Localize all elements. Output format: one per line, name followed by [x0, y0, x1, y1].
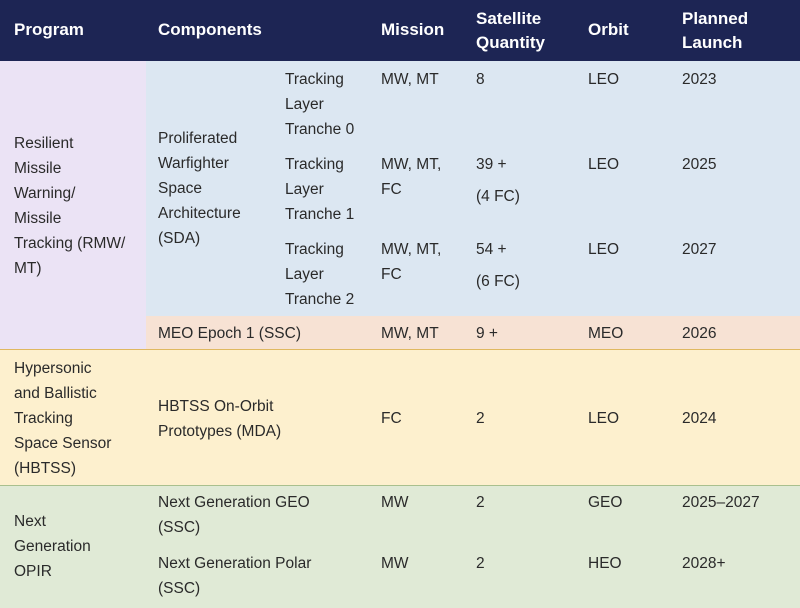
program-name: OPIR [14, 563, 52, 580]
subcomponent-name: Tracking [285, 241, 344, 258]
quantity-cell: 2 [476, 494, 485, 511]
program-name: Tracking [14, 410, 73, 427]
component-name: Prototypes (MDA) [158, 423, 282, 440]
orbit-cell: LEO [588, 156, 620, 173]
subcomponent-name: Layer [285, 266, 324, 283]
mission-cell: FC [381, 181, 402, 198]
col-header-program: Program [14, 20, 84, 39]
quantity-cell: 9 + [476, 325, 498, 342]
quantity-cell: (4 FC) [476, 188, 520, 205]
quantity-cell: 54 + [476, 241, 507, 258]
program-name: MT) [14, 260, 42, 277]
component-name: MEO Epoch 1 (SSC) [158, 325, 301, 342]
subcomponent-name: Tranche 2 [285, 291, 355, 308]
col-header-launch-line1: Planned [682, 9, 749, 28]
subcomponent-name: Tracking [285, 156, 344, 173]
subcomponent-name: Layer [285, 96, 324, 113]
col-header-quantity-line1: Satellite [476, 9, 542, 28]
program-name: and Ballistic [14, 385, 97, 402]
component-name: Proliferated [158, 130, 238, 147]
component-name: Next Generation GEO [158, 494, 310, 511]
component-name: Space [158, 180, 202, 197]
quantity-cell: 2 [476, 410, 485, 427]
quantity-cell: 8 [476, 71, 485, 88]
component-name: (SSC) [158, 519, 201, 536]
launch-cell: 2027 [682, 241, 717, 258]
subcomponent-name: Tranche 1 [285, 206, 355, 223]
subcomponent-name: Layer [285, 181, 324, 198]
mission-cell: FC [381, 266, 402, 283]
component-name: (SDA) [158, 230, 201, 247]
component-name: Architecture [158, 205, 241, 222]
col-header-orbit: Orbit [588, 20, 629, 39]
component-name: Next Generation Polar [158, 555, 312, 572]
opir-group-bg [0, 485, 800, 608]
col-header-launch-line2: Launch [682, 33, 743, 52]
program-name: (HBTSS) [14, 460, 76, 477]
meo-row-bg [146, 316, 800, 349]
program-name: Missile [14, 160, 62, 177]
orbit-cell: LEO [588, 241, 620, 258]
subcomponent-name: Tracking [285, 71, 344, 88]
mission-cell: MW, MT [381, 325, 439, 342]
program-name: Generation [14, 538, 91, 555]
subcomponent-name: Tranche 0 [285, 121, 355, 138]
orbit-cell: HEO [588, 555, 622, 572]
launch-cell: 2025–2027 [682, 494, 760, 511]
hbtss-group-bg [0, 349, 800, 485]
component-name: Warfighter [158, 155, 229, 172]
program-name: Hypersonic [14, 360, 92, 377]
program-name: Warning/ [14, 185, 76, 202]
rmw-program-cell [0, 61, 146, 349]
launch-cell: 2023 [682, 71, 717, 88]
component-name: (SSC) [158, 580, 201, 597]
program-name: Missile [14, 210, 62, 227]
component-name: HBTSS On-Orbit [158, 398, 274, 415]
mission-cell: MW, MT [381, 71, 439, 88]
launch-cell: 2025 [682, 156, 717, 173]
col-header-mission: Mission [381, 20, 445, 39]
launch-cell: 2026 [682, 325, 717, 342]
program-name: Next [14, 513, 46, 530]
group-divider [0, 485, 800, 486]
mission-cell: MW [381, 494, 409, 511]
orbit-cell: GEO [588, 494, 623, 511]
mission-cell: MW, MT, [381, 156, 442, 173]
orbit-cell: LEO [588, 71, 620, 88]
quantity-cell: 39 + [476, 156, 507, 173]
sda-group-bg [146, 61, 800, 316]
mission-cell: FC [381, 410, 402, 427]
program-name: Tracking (RMW/ [14, 235, 126, 252]
col-header-components: Components [158, 20, 262, 39]
program-name: Resilient [14, 135, 74, 152]
group-divider [0, 349, 800, 350]
quantity-cell: 2 [476, 555, 485, 572]
header-row [0, 0, 800, 61]
launch-cell: 2028+ [682, 555, 726, 572]
col-header-quantity-line2: Quantity [476, 33, 545, 52]
mission-cell: MW, MT, [381, 241, 442, 258]
quantity-cell: (6 FC) [476, 273, 520, 290]
orbit-cell: MEO [588, 325, 624, 342]
mission-cell: MW [381, 555, 409, 572]
program-name: Space Sensor [14, 435, 112, 452]
orbit-cell: LEO [588, 410, 620, 427]
launch-cell: 2024 [682, 410, 717, 427]
